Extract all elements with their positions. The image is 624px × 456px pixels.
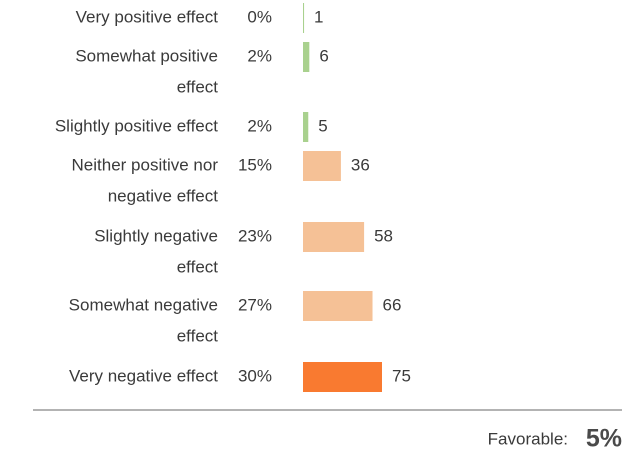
value-label: 36 xyxy=(351,155,370,174)
favorable-label: Favorable: xyxy=(488,429,568,448)
value-label: 5 xyxy=(318,116,327,135)
bar xyxy=(303,151,341,181)
category-label: Somewhat positive xyxy=(75,46,218,65)
category-label: Slightly negative xyxy=(94,226,218,245)
favorable-value: 5% xyxy=(586,425,622,453)
category-label: Very positive effect xyxy=(76,7,219,26)
share-label: 27% xyxy=(238,295,272,314)
share-label: 15% xyxy=(238,155,272,174)
value-label: 75 xyxy=(392,366,411,385)
share-label: 30% xyxy=(238,366,272,385)
bar xyxy=(303,291,373,321)
category-label: Neither positive nor xyxy=(72,155,219,174)
value-label: 58 xyxy=(374,226,393,245)
category-label: effect xyxy=(177,77,219,96)
bar xyxy=(303,3,305,33)
category-label: effect xyxy=(177,326,219,345)
category-label: Very negative effect xyxy=(69,366,218,385)
share-label: 2% xyxy=(247,116,272,135)
category-label: effect xyxy=(177,257,219,276)
bar xyxy=(303,112,309,142)
share-label: 0% xyxy=(247,7,272,26)
bar xyxy=(303,222,365,252)
bar xyxy=(303,42,310,72)
share-label: 2% xyxy=(247,46,272,65)
value-label: 66 xyxy=(383,295,402,314)
category-label: Somewhat negative xyxy=(69,295,218,314)
share-label: 23% xyxy=(238,226,272,245)
value-label: 1 xyxy=(314,7,323,26)
bar xyxy=(303,362,382,392)
value-label: 6 xyxy=(319,46,328,65)
category-label: Slightly positive effect xyxy=(55,116,218,135)
category-label: negative effect xyxy=(108,186,219,205)
